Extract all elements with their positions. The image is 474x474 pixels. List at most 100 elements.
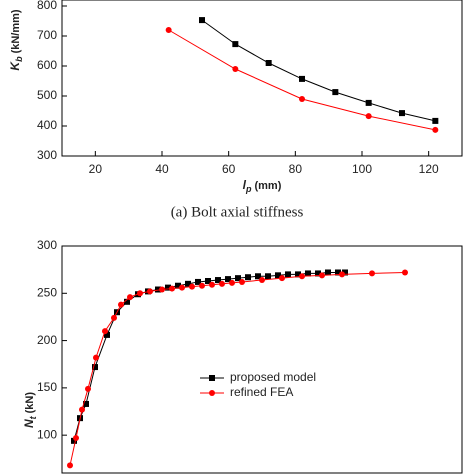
marker	[169, 285, 175, 292]
label-unit: (kN)	[24, 392, 36, 414]
y-tick-label: 800	[37, 0, 57, 12]
marker	[219, 280, 225, 287]
marker	[137, 290, 143, 297]
marker	[189, 283, 195, 290]
marker	[93, 354, 99, 361]
y-tick-label: 700	[37, 28, 57, 42]
marker	[255, 273, 261, 280]
legend-marker	[209, 375, 215, 381]
y-tick-label: 600	[37, 58, 57, 72]
marker	[315, 270, 321, 277]
marker	[325, 269, 331, 276]
marker	[232, 41, 239, 48]
axis-label: Nt(kN)	[22, 392, 38, 428]
label-subscript: p	[245, 184, 252, 194]
marker	[365, 113, 372, 120]
marker	[104, 331, 110, 338]
y-tick-label: 400	[37, 118, 57, 132]
x-tick-label: 80	[289, 162, 303, 176]
marker	[165, 27, 172, 33]
label-unit: (kN/mm)	[10, 9, 22, 53]
plot-area	[165, 17, 439, 133]
x-tick-label: 40	[155, 162, 169, 176]
marker	[229, 279, 235, 286]
marker	[215, 277, 221, 284]
marker	[159, 286, 165, 293]
plot-area	[67, 269, 408, 469]
marker	[402, 269, 408, 276]
label-symbol: l	[243, 178, 247, 192]
marker	[365, 99, 372, 106]
label-symbol: K	[8, 61, 22, 71]
marker	[339, 271, 345, 278]
x-tick-label: 120	[419, 162, 439, 176]
caption: (a) Bolt axial stiffness	[171, 204, 304, 220]
axis-label: Kb (kN/mm)	[8, 9, 24, 71]
marker	[111, 314, 117, 321]
marker	[432, 117, 439, 124]
marker	[319, 272, 325, 279]
marker	[342, 269, 348, 276]
x-tick-label: 20	[89, 162, 103, 176]
marker	[118, 301, 124, 308]
marker	[73, 435, 79, 442]
marker	[335, 269, 341, 276]
marker	[235, 275, 241, 282]
marker	[199, 17, 205, 24]
marker	[332, 89, 339, 96]
x-tick-label: 60	[222, 162, 236, 176]
marker	[179, 284, 185, 291]
y-tick-label: 300	[37, 148, 57, 162]
marker	[259, 277, 265, 284]
marker	[432, 126, 439, 133]
legend-marker	[209, 390, 215, 396]
marker	[369, 270, 375, 277]
marker	[305, 270, 311, 277]
label-subscript: b	[14, 56, 24, 62]
label-subscript: t	[28, 415, 38, 419]
legend-label: proposed model	[230, 370, 316, 384]
marker	[275, 272, 281, 279]
y-tick-label: 100	[37, 427, 57, 441]
x-tick-label: 100	[352, 162, 372, 176]
label-symbol: N	[22, 419, 36, 428]
marker	[265, 273, 271, 280]
series-line	[73, 271, 345, 441]
marker	[295, 271, 301, 278]
y-tick-label: 300	[37, 238, 57, 252]
marker	[124, 298, 130, 305]
marker	[285, 271, 291, 278]
marker	[265, 60, 272, 66]
marker	[245, 274, 251, 281]
marker	[299, 75, 305, 82]
label-unit: (mm)	[254, 180, 281, 192]
series-line	[201, 19, 436, 122]
marker	[209, 281, 215, 288]
marker	[232, 66, 239, 72]
marker	[83, 400, 89, 407]
marker	[205, 277, 211, 284]
marker	[239, 278, 245, 285]
marker	[399, 110, 405, 117]
marker	[199, 282, 205, 289]
marker	[185, 280, 191, 287]
y-tick-label: 150	[37, 380, 57, 394]
marker	[195, 278, 201, 285]
marker	[102, 328, 108, 335]
marker	[147, 288, 153, 295]
marker	[299, 273, 305, 280]
axis-label: lp (mm)	[243, 178, 282, 194]
legend-label: refined FEA	[230, 385, 293, 399]
marker	[71, 437, 77, 444]
y-tick-label: 200	[37, 333, 57, 347]
plot-frame	[61, 0, 463, 157]
marker	[155, 286, 161, 293]
series-line	[69, 271, 406, 466]
marker	[127, 294, 133, 301]
marker	[225, 276, 231, 283]
marker	[92, 364, 98, 371]
y-tick-label: 250	[37, 285, 57, 299]
marker	[279, 275, 285, 282]
plot-frame	[61, 245, 463, 474]
